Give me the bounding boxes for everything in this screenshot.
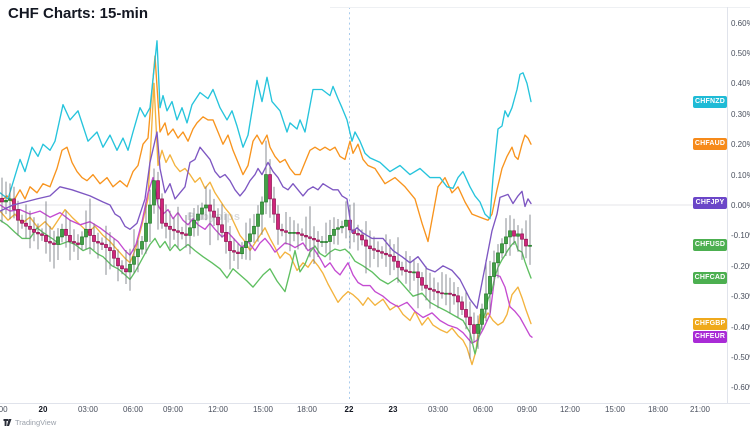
chfcad-line [0,219,532,355]
x-tick-23: 23 [388,405,398,414]
y-tick--0.10%: -0.10% [731,231,750,241]
price-label-chfnzd: CHFNZD [693,95,727,108]
x-tick-1200: 12:00 [207,405,229,414]
y-tick--0.40%: -0.40% [731,322,750,332]
chfusd-candlesticks [0,140,532,359]
attribution-text: TradingView [15,418,57,427]
time-axis-border [0,403,750,404]
y-tick-0.30%: 0.30% [731,109,750,119]
attribution[interactable]: TradingView [3,418,56,427]
x-tick-1500: 15:00 [252,405,274,414]
y-tick--0.20%: -0.20% [731,261,750,271]
x-tick-0600: 06:00 [122,405,144,414]
y-tick--0.30%: -0.30% [731,292,750,302]
x-tick-0600: 06:00 [472,405,494,414]
chfgbp-line [0,82,532,366]
x-tick-20: 20 [38,405,48,414]
y-tick-0.60%: 0.60% [731,18,750,28]
price-label-chfaud: CHFAUD [693,138,727,151]
price-label-chfjpy: CHFJPY [693,197,727,210]
y-tick-0.40%: 0.40% [731,79,750,89]
x-tick-1500: 15:00 [604,405,626,414]
chfnzd-line [0,40,532,220]
tradingview-logo-icon [3,419,12,426]
y-tick-0.00%: 0.00% [731,201,750,210]
y-tick--0.50%: -0.50% [731,353,750,362]
y-tick-0.10%: 0.10% [731,170,750,180]
x-tick-1200: 12:00 [559,405,581,414]
page-title: CHF Charts: 15-min [8,5,149,22]
y-tick-0.50%: 0.50% [731,49,750,58]
y-tick-0.20%: 0.20% [731,140,750,150]
x-tick-0900: 09:00 [516,405,538,414]
x-tick-00: :00 [0,405,8,414]
price-label-chfeur: CHFEUR [693,331,727,344]
price-axis-border [727,7,728,403]
chfeur-line [0,176,533,344]
chfaud-line [0,55,532,243]
x-tick-0300: 03:00 [427,405,449,414]
x-tick-0300: 03:00 [77,405,99,414]
price-label-chfcad: CHFCAD [693,271,727,284]
x-tick-1800: 18:00 [647,405,669,414]
chfjpy-line [0,131,532,310]
x-tick-0900: 09:00 [162,405,184,414]
x-tick-2100: 21:00 [689,405,711,414]
x-tick-1800: 18:00 [296,405,318,414]
watermark: Babypips [187,211,241,223]
price-label-chfusd: CHFUSD [693,238,727,251]
chart-top-border [330,7,750,8]
x-tick-22: 22 [344,405,354,414]
y-tick--0.60%: -0.60% [731,383,750,393]
price-label-chfgbp: CHFGBP [693,317,727,330]
